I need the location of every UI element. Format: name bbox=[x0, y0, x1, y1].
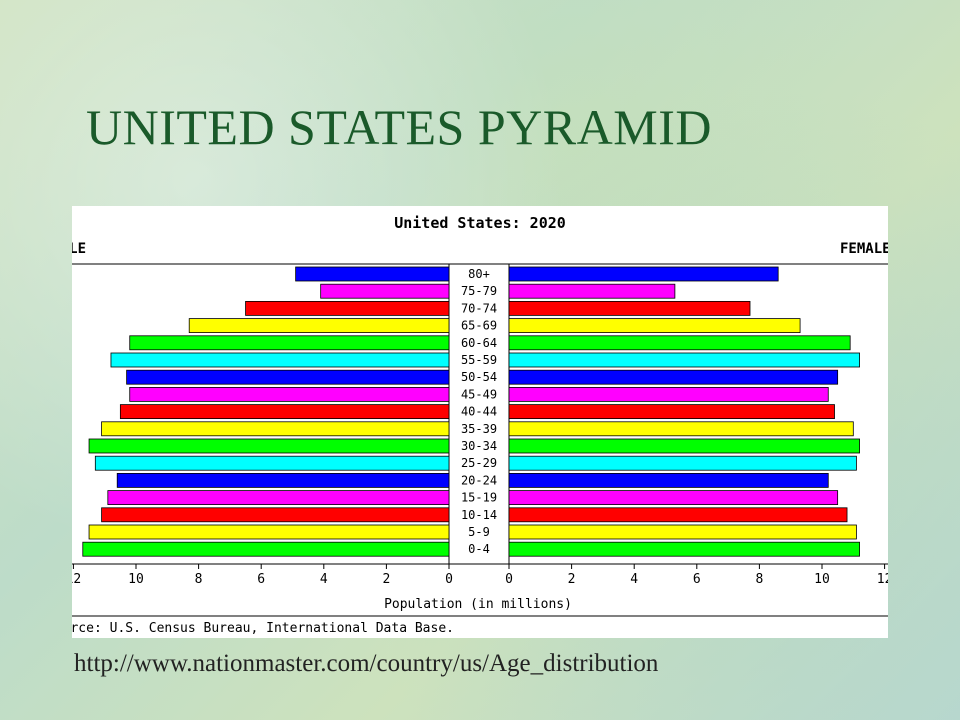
female-bar bbox=[508, 472, 829, 488]
age-group-label: 60-64 bbox=[461, 336, 497, 350]
male-label: MALE bbox=[72, 241, 86, 257]
male-bar bbox=[88, 524, 450, 540]
age-group-label: 5-9 bbox=[468, 525, 490, 539]
population-pyramid-chart: United States: 2020 MALE FEMALE 80+ 75-79 70-… bbox=[72, 206, 888, 638]
age-group-label: 35-39 bbox=[461, 422, 497, 436]
slide-title: UNITED STATES PYRAMID bbox=[86, 99, 712, 155]
male-tick-label: 0 bbox=[445, 572, 453, 587]
female-bar bbox=[508, 438, 860, 454]
source-url[interactable]: http://www.nationmaster.com/country/us/A… bbox=[74, 650, 659, 677]
age-group-label: 10-14 bbox=[461, 508, 497, 522]
age-group-label: 75-79 bbox=[461, 284, 497, 298]
male-bar bbox=[129, 335, 450, 351]
female-bar bbox=[508, 421, 854, 437]
age-group-label: 0-4 bbox=[468, 542, 490, 556]
male-bar bbox=[110, 352, 450, 368]
male-bar bbox=[188, 318, 450, 333]
female-bar bbox=[508, 301, 751, 316]
male-tick-label: 4 bbox=[320, 572, 328, 587]
age-group-label: 20-24 bbox=[461, 473, 497, 487]
female-bar bbox=[508, 507, 848, 523]
male-tick-label: 10 bbox=[128, 572, 144, 587]
female-bar bbox=[508, 283, 676, 299]
male-bar bbox=[116, 472, 450, 488]
female-bar bbox=[508, 335, 851, 351]
female-tick-label: 6 bbox=[693, 572, 701, 587]
age-group-label: 65-69 bbox=[461, 319, 497, 333]
female-tick-label: 10 bbox=[814, 572, 830, 587]
male-bar bbox=[88, 438, 450, 454]
male-bar bbox=[107, 490, 450, 506]
female-bar bbox=[508, 266, 779, 282]
age-group-label: 45-49 bbox=[461, 387, 497, 401]
female-bar bbox=[508, 369, 839, 385]
male-bar bbox=[101, 421, 450, 437]
female-tick-label: 8 bbox=[755, 572, 763, 587]
chart-title: United States: 2020 bbox=[394, 214, 566, 232]
age-group-label: 40-44 bbox=[461, 405, 497, 419]
female-bar bbox=[508, 318, 801, 333]
female-bar bbox=[508, 404, 835, 420]
male-bar bbox=[245, 301, 450, 316]
male-tick-label: 2 bbox=[382, 572, 390, 587]
age-group-label: 50-54 bbox=[461, 370, 497, 384]
female-bar bbox=[508, 455, 857, 471]
age-group-label: 15-19 bbox=[461, 491, 497, 505]
male-bar bbox=[129, 386, 450, 402]
pyramid-svg: United States: 2020 MALE FEMALE 80+ 75-79 70-… bbox=[72, 214, 888, 636]
female-bar bbox=[508, 490, 839, 506]
female-tick-label: 0 bbox=[505, 572, 513, 587]
male-tick-label: 12 bbox=[72, 572, 81, 587]
male-bar bbox=[320, 283, 450, 299]
male-bar bbox=[94, 455, 450, 471]
female-bar bbox=[508, 386, 829, 402]
age-group-label: 25-29 bbox=[461, 456, 497, 470]
male-bar bbox=[119, 404, 450, 420]
female-label: FEMALE bbox=[840, 241, 888, 257]
age-group-label: 70-74 bbox=[461, 301, 497, 315]
male-bar bbox=[126, 369, 450, 385]
female-bar bbox=[508, 352, 860, 368]
female-tick-label: 12 bbox=[877, 572, 888, 587]
x-axis-label: Population (in millions) bbox=[384, 597, 572, 612]
age-group-label: 30-34 bbox=[461, 439, 497, 453]
age-group-label: 55-59 bbox=[461, 353, 497, 367]
male-tick-label: 6 bbox=[257, 572, 265, 587]
male-bar bbox=[101, 507, 450, 523]
age-group-label: 80+ bbox=[468, 267, 490, 281]
male-tick-label: 8 bbox=[195, 572, 203, 587]
female-tick-label: 4 bbox=[630, 572, 638, 587]
male-bar bbox=[295, 266, 450, 282]
female-tick-label: 2 bbox=[568, 572, 576, 587]
male-bar bbox=[82, 541, 450, 557]
female-bar bbox=[508, 541, 860, 557]
female-bar bbox=[508, 524, 857, 540]
source-note: Source: U.S. Census Bureau, Internationa… bbox=[72, 621, 454, 636]
